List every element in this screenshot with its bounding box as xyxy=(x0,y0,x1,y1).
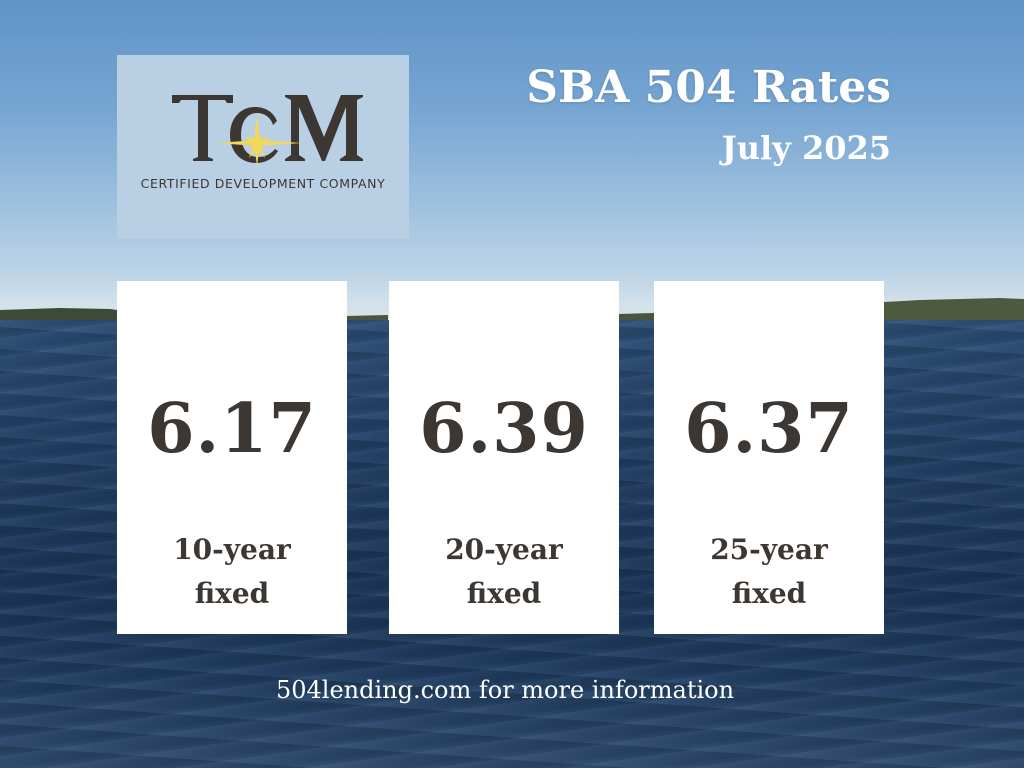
logo-subtitle: CERTIFIED DEVELOPMENT COMPANY xyxy=(140,176,386,191)
term-length: 20-year xyxy=(445,533,563,566)
rate-term: 25-year fixed xyxy=(654,528,884,616)
rate-value: 6.39 xyxy=(419,389,589,469)
term-length: 10-year xyxy=(173,533,291,566)
footer-info-link[interactable]: 504lending.com for more information xyxy=(275,676,735,704)
company-logo: CERTIFIED DEVELOPMENT COMPANY xyxy=(117,55,409,239)
rate-term: 20-year fixed xyxy=(389,528,619,616)
rate-card-25-year: 6.37 25-year fixed xyxy=(654,281,884,634)
rate-term: 10-year fixed xyxy=(117,528,347,616)
rate-date: July 2025 xyxy=(721,129,891,167)
page-title: SBA 504 Rates xyxy=(526,62,891,113)
term-type: fixed xyxy=(731,577,807,610)
term-type: fixed xyxy=(194,577,270,610)
tcm-monogram xyxy=(172,95,363,167)
rate-card-10-year: 6.17 10-year fixed xyxy=(117,281,347,634)
term-length: 25-year xyxy=(710,533,828,566)
rate-card-20-year: 6.39 20-year fixed xyxy=(389,281,619,634)
rate-value: 6.17 xyxy=(147,389,317,469)
term-type: fixed xyxy=(466,577,542,610)
distant-shoreline xyxy=(0,298,1024,322)
rate-value: 6.37 xyxy=(684,389,854,469)
